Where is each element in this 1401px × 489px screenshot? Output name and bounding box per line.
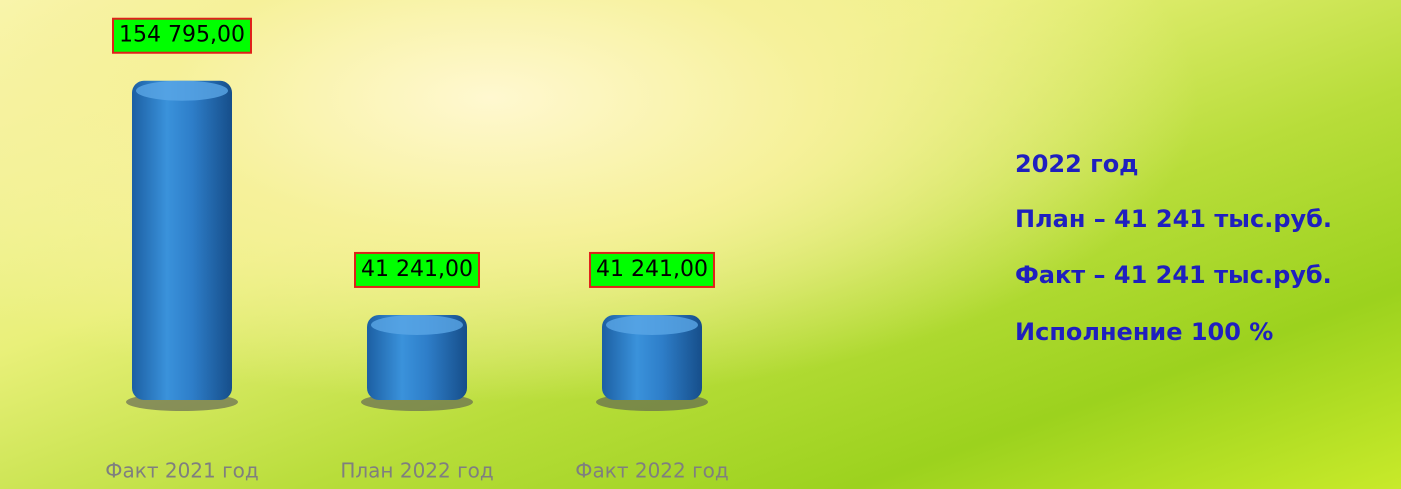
value-label: 41 241,00 bbox=[596, 257, 708, 282]
bar-top bbox=[371, 314, 463, 335]
bar bbox=[132, 80, 232, 400]
x-tick-label: Факт 2022 год bbox=[575, 459, 728, 483]
value-label: 41 241,00 bbox=[361, 257, 473, 282]
x-tick-label: Факт 2021 год bbox=[105, 459, 258, 483]
value-label-box bbox=[354, 251, 480, 288]
x-tick-label: План 2022 год bbox=[340, 459, 493, 483]
annotation: Исполнение 100 % bbox=[1015, 318, 1273, 346]
value-label: 154 795,00 bbox=[119, 23, 245, 48]
bar bbox=[602, 314, 702, 400]
annotation: Факт – 41 241 тыс.руб. bbox=[1015, 261, 1332, 289]
bar bbox=[367, 314, 467, 400]
annotation: 2022 год bbox=[1015, 150, 1139, 178]
bar-top bbox=[136, 80, 228, 101]
annotation: План – 41 241 тыс.руб. bbox=[1015, 205, 1332, 233]
value-label-box bbox=[112, 17, 252, 54]
value-label-box bbox=[589, 251, 715, 288]
bar-top bbox=[606, 314, 698, 335]
